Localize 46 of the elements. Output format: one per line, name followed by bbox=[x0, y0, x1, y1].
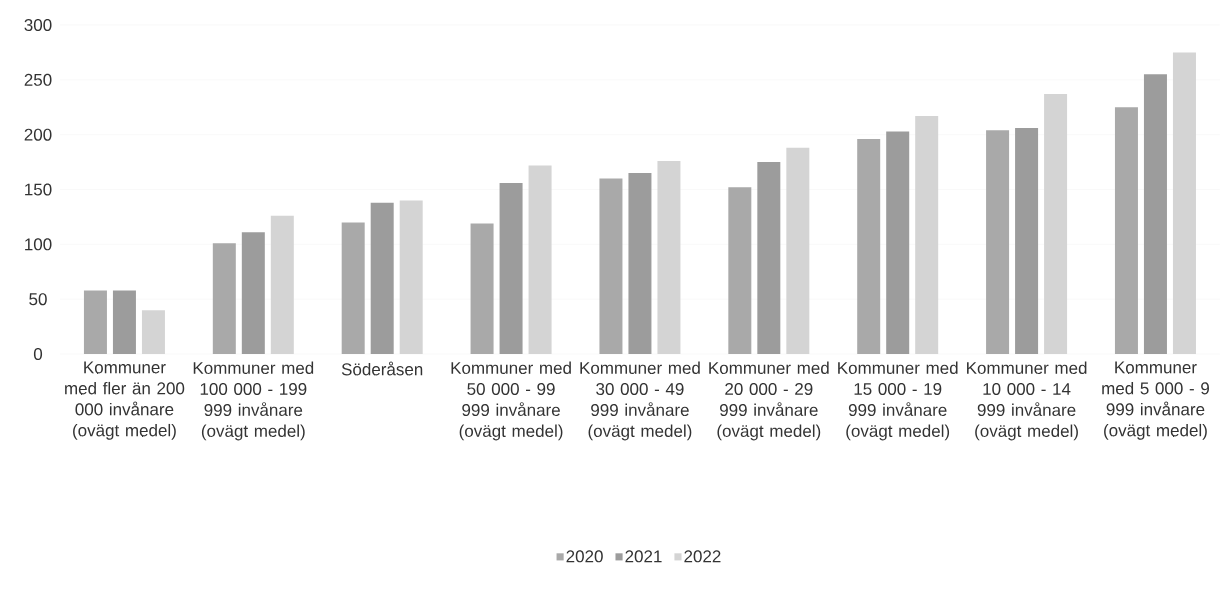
x-tick-label: Kommuner med 15 000 - 19 999 invånare (ovägt medel) bbox=[838, 361, 958, 441]
y-tick-label: 50 bbox=[29, 293, 47, 306]
bar bbox=[886, 131, 910, 354]
y-tick-label: 150 bbox=[25, 183, 52, 196]
bar bbox=[141, 310, 165, 354]
bar bbox=[1143, 74, 1167, 354]
x-tick-label: Kommuner med 5 000 - 9 999 invånare (ovägt medel) bbox=[1102, 361, 1209, 440]
bar bbox=[1172, 52, 1196, 354]
y-tick-label: 0 bbox=[33, 347, 43, 361]
x-tick-label: Kommuner med fler än 200 000 invånare (ovägt medel) bbox=[65, 361, 185, 440]
legend-label: 2022 bbox=[684, 550, 721, 563]
bar bbox=[857, 139, 881, 354]
y-tick-label: 100 bbox=[25, 238, 52, 251]
bar bbox=[1114, 107, 1138, 354]
bar bbox=[341, 222, 365, 354]
x-tick-label: Kommuner med 30 000 - 49 999 invånare (ovägt medel) bbox=[580, 361, 700, 441]
bar bbox=[657, 160, 681, 354]
bar bbox=[370, 202, 394, 354]
bar bbox=[628, 173, 652, 354]
bar bbox=[212, 243, 236, 354]
legend-label: 2020 bbox=[566, 550, 603, 563]
x-tick-label: Söderåsen bbox=[341, 361, 423, 376]
bar bbox=[757, 162, 781, 354]
bar bbox=[470, 223, 494, 354]
bar bbox=[599, 178, 623, 354]
legend-label: 2021 bbox=[625, 550, 662, 563]
bar bbox=[83, 290, 107, 354]
bar bbox=[1044, 94, 1068, 354]
x-tick-label: Kommuner med 10 000 - 14 999 invånare (ovägt medel) bbox=[967, 361, 1087, 441]
y-tick-label: 300 bbox=[24, 18, 52, 32]
x-tick-label: Kommuner med 100 000 - 199 999 invånare (ovägt medel) bbox=[193, 361, 314, 441]
bar bbox=[241, 232, 265, 354]
x-tick-label: Kommuner med 20 000 - 29 999 invånare (ovägt medel) bbox=[709, 361, 829, 441]
y-tick-label: 250 bbox=[24, 73, 52, 86]
bar bbox=[728, 187, 752, 354]
bar bbox=[270, 215, 294, 354]
bar bbox=[1015, 128, 1039, 354]
bar bbox=[786, 147, 810, 354]
y-tick-label: 200 bbox=[24, 128, 52, 141]
bar bbox=[528, 165, 552, 354]
x-tick-label: Kommuner med 50 000 - 99 999 invånare (ovägt medel) bbox=[451, 361, 571, 441]
bar bbox=[986, 130, 1010, 354]
bar bbox=[499, 182, 523, 354]
bar bbox=[915, 116, 939, 354]
bar bbox=[112, 290, 136, 354]
bar bbox=[399, 200, 423, 354]
